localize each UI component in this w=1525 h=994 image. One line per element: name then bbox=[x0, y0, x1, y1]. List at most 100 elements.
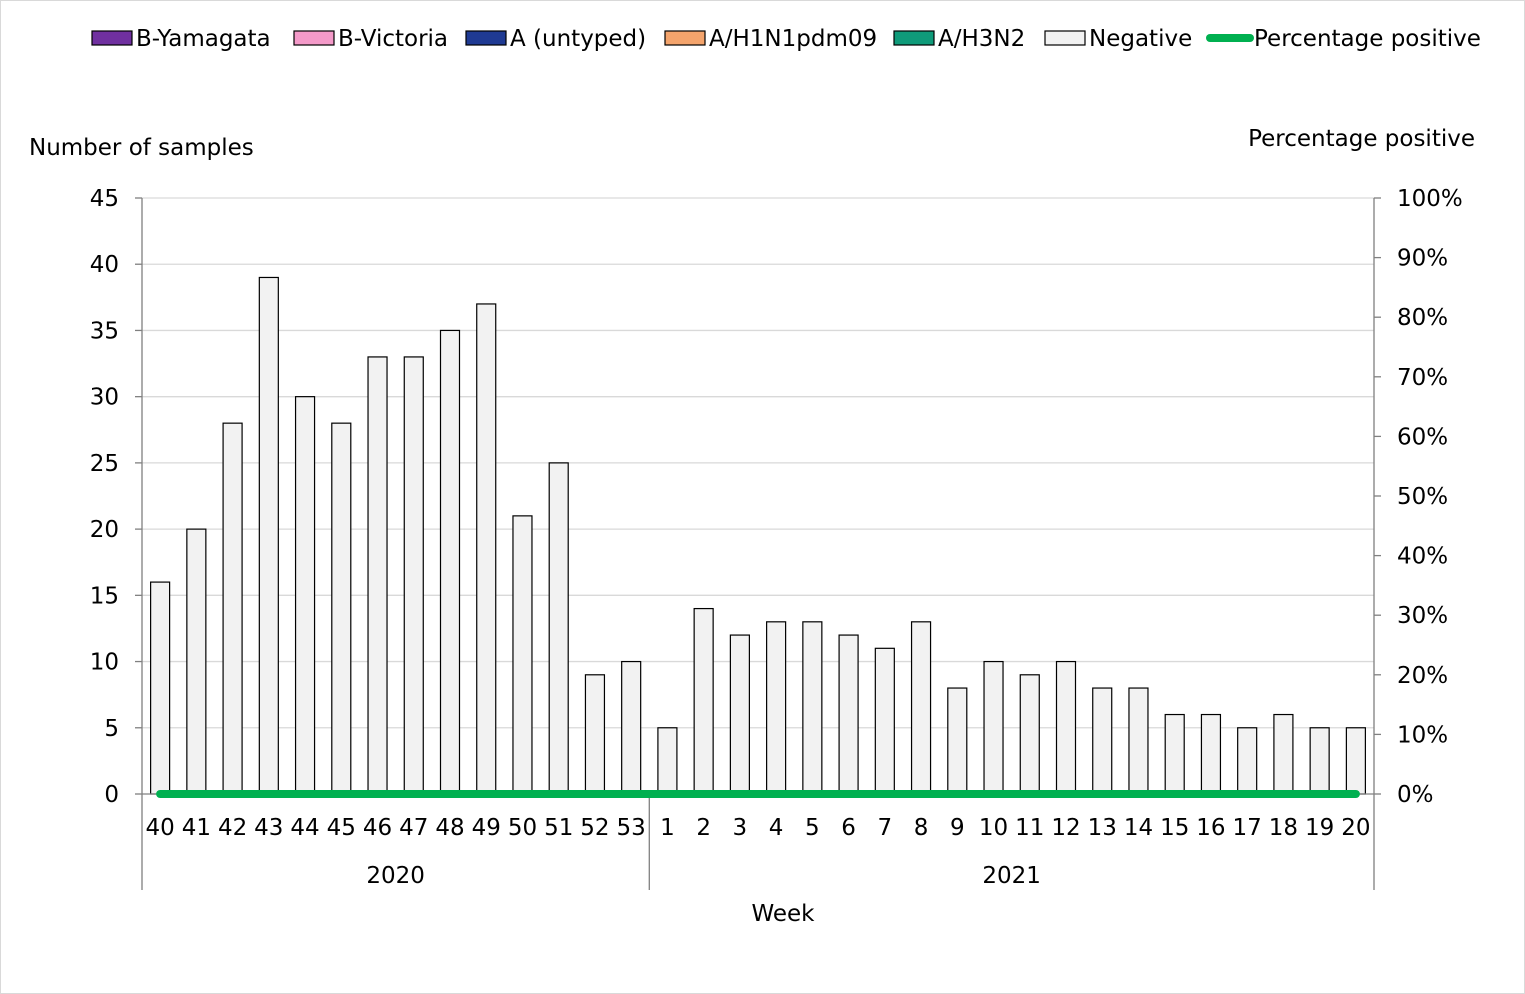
bar-negative-19 bbox=[1309, 727, 1330, 795]
x-tick-label: 7 bbox=[878, 815, 893, 841]
bars bbox=[150, 276, 1366, 795]
x-tick-label: 52 bbox=[580, 815, 609, 841]
x-tick-label: 4 bbox=[769, 815, 784, 841]
bar-negative-45 bbox=[331, 422, 352, 795]
x-tick-label: 3 bbox=[733, 815, 748, 841]
legend-swatch-a-h3n2 bbox=[893, 30, 935, 46]
year-group-label: 2021 bbox=[982, 863, 1041, 889]
x-tick-label: 8 bbox=[914, 815, 929, 841]
bar-negative-48 bbox=[439, 329, 461, 795]
bar-negative-16 bbox=[1200, 713, 1222, 795]
y2-tick-label: 60% bbox=[1397, 424, 1448, 450]
legend-swatch-a-h1n1pdm09 bbox=[664, 30, 706, 46]
y2-tick-label: 0% bbox=[1397, 782, 1434, 808]
x-tick-label: 6 bbox=[841, 815, 856, 841]
y-tick-label: 10 bbox=[90, 650, 119, 676]
x-tick-label: 12 bbox=[1051, 815, 1080, 841]
legend-label-a-h1n1pdm09: A/H1N1pdm09 bbox=[709, 26, 877, 52]
y-tick-label: 0 bbox=[104, 782, 119, 808]
x-tick-label: 43 bbox=[254, 815, 283, 841]
y2-tick-label: 20% bbox=[1397, 663, 1448, 689]
bar-negative-51 bbox=[548, 462, 569, 795]
bar-negative-50 bbox=[512, 515, 533, 795]
legend-swatch-a-untyped bbox=[465, 30, 507, 46]
x-tick-label: 15 bbox=[1160, 815, 1189, 841]
bar-negative-42 bbox=[222, 422, 243, 795]
bar-negative-10 bbox=[983, 660, 1004, 795]
legend-label-b-victoria: B-Victoria bbox=[338, 26, 448, 52]
bar-negative-13 bbox=[1092, 687, 1113, 795]
x-tick-label: 53 bbox=[617, 815, 646, 841]
y-tick-label: 35 bbox=[90, 318, 119, 344]
x-tick-label: 9 bbox=[950, 815, 965, 841]
bar-negative-52 bbox=[584, 674, 606, 795]
bar-negative-14 bbox=[1128, 687, 1149, 795]
bar-negative-8 bbox=[910, 621, 932, 795]
y-tick-label: 45 bbox=[90, 186, 119, 212]
bar-negative-44 bbox=[294, 396, 316, 795]
bar-negative-2 bbox=[693, 607, 714, 795]
year-group-label: 2020 bbox=[366, 863, 425, 889]
x-axis-title: Week bbox=[751, 901, 815, 927]
x-tick-label: 20 bbox=[1341, 815, 1370, 841]
bar-negative-1 bbox=[657, 727, 678, 795]
bar-negative-43 bbox=[258, 276, 279, 795]
bar-negative-9 bbox=[947, 687, 968, 795]
y2-tick-label: 10% bbox=[1397, 722, 1448, 748]
y2-tick-label: 90% bbox=[1397, 246, 1448, 272]
bar-negative-7 bbox=[874, 647, 895, 795]
y2-tick-label: 70% bbox=[1397, 365, 1448, 391]
bar-negative-41 bbox=[186, 528, 207, 795]
x-tick-label: 13 bbox=[1088, 815, 1117, 841]
gridlines bbox=[142, 197, 1374, 729]
y-tick-label: 40 bbox=[90, 252, 119, 278]
y-tick-label: 30 bbox=[90, 385, 119, 411]
x-axis-ticks: 40 41 42 43 44 45 46 47 48 49 50 51 52 53 1 2 3 4 5 6 7 8 9 10 1… bbox=[145, 794, 1371, 890]
bar-negative-49 bbox=[476, 303, 497, 795]
y2-tick-label: 100% bbox=[1397, 186, 1463, 212]
x-tick-label: 40 bbox=[145, 815, 174, 841]
bar-negative-5 bbox=[802, 621, 823, 795]
x-tick-label: 16 bbox=[1196, 815, 1225, 841]
x-tick-label: 50 bbox=[508, 815, 537, 841]
y2-tick-label: 80% bbox=[1397, 305, 1448, 331]
legend-label-a-h3n2: A/H3N2 bbox=[938, 26, 1025, 52]
y-axis-ticks: 0 5 10 15 20 25 30 35 40 45 bbox=[90, 186, 142, 808]
x-tick-label: 44 bbox=[290, 815, 319, 841]
y-tick-label: 5 bbox=[104, 716, 119, 742]
x-tick-label: 47 bbox=[399, 815, 428, 841]
legend-label-negative: Negative bbox=[1089, 26, 1192, 52]
y2-tick-label: 50% bbox=[1397, 484, 1448, 510]
bar-negative-46 bbox=[367, 356, 388, 795]
legend-label-percentage-positive: Percentage positive bbox=[1254, 26, 1481, 52]
bar-negative-12 bbox=[1055, 660, 1077, 795]
x-tick-label: 42 bbox=[218, 815, 247, 841]
bar-negative-11 bbox=[1019, 674, 1040, 795]
y-axis-title: Number of samples bbox=[29, 135, 254, 161]
x-tick-label: 18 bbox=[1269, 815, 1298, 841]
legend-swatch-b-victoria bbox=[293, 30, 335, 46]
bar-negative-17 bbox=[1237, 727, 1258, 795]
legend-label-b-yamagata: B-Yamagata bbox=[136, 26, 271, 52]
bar-negative-47 bbox=[403, 356, 424, 795]
y2-axis-ticks: 0% 10% 20% 30% 40% 50% 60% 70% 80% 90% 100% bbox=[1374, 186, 1463, 808]
axes bbox=[141, 198, 1375, 890]
legend: B-Yamagata B-Victoria A (untyped) A/H1N1pdm… bbox=[91, 26, 1481, 52]
x-tick-label: 48 bbox=[435, 815, 464, 841]
bar-negative-40 bbox=[150, 581, 171, 795]
x-tick-label: 45 bbox=[327, 815, 356, 841]
y2-tick-label: 40% bbox=[1397, 544, 1448, 570]
y-tick-label: 25 bbox=[90, 451, 119, 477]
legend-label-a-untyped: A (untyped) bbox=[510, 26, 646, 52]
bar-negative-4 bbox=[766, 621, 787, 795]
y2-tick-label: 30% bbox=[1397, 603, 1448, 629]
x-tick-label: 10 bbox=[979, 815, 1008, 841]
x-tick-label: 41 bbox=[182, 815, 211, 841]
x-tick-label: 46 bbox=[363, 815, 392, 841]
bar-negative-6 bbox=[838, 634, 859, 795]
legend-swatch-negative bbox=[1044, 30, 1086, 46]
bar-negative-3 bbox=[729, 634, 750, 795]
bar-negative-18 bbox=[1273, 713, 1294, 795]
